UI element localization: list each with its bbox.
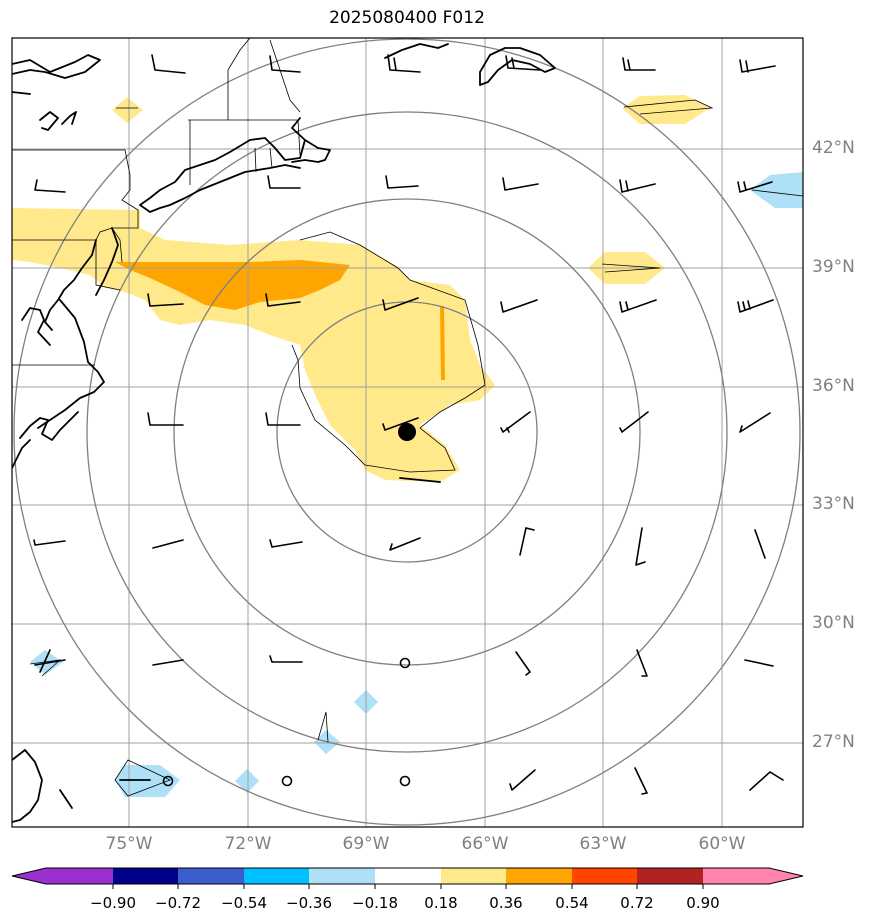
lon-label-75w: 75°W [105, 834, 153, 854]
colorbar-tick-label: −0.90 [90, 894, 136, 912]
lat-label-27n: 27°N [812, 732, 855, 752]
calm-wind-markers [162, 657, 411, 787]
colorbar [11, 867, 804, 889]
lon-label-63w: 63°W [579, 834, 627, 854]
colorbar-tick-label: 0.90 [686, 894, 720, 912]
colorbar-tick-label: −0.36 [286, 894, 332, 912]
contour-lines [29, 99, 803, 797]
lat-label-39n: 39°N [812, 257, 855, 277]
colorbar-tick-label: 0.72 [620, 894, 654, 912]
lat-label-42n: 42°N [812, 138, 855, 158]
storm-center-marker [398, 423, 416, 441]
graticule [12, 38, 803, 827]
shaded-negative-anomaly [30, 172, 803, 797]
lon-label-60w: 60°W [698, 834, 746, 854]
colorbar-tick-label: −0.18 [352, 894, 398, 912]
lon-label-69w: 69°W [342, 834, 390, 854]
map-frame [11, 37, 804, 828]
colorbar-tick-label: −0.72 [155, 894, 201, 912]
lon-label-72w: 72°W [224, 834, 272, 854]
colorbar-tick-label: −0.54 [221, 894, 267, 912]
shaded-positive-anomaly [12, 95, 710, 482]
state-borders [12, 38, 301, 366]
shaded-strong-positive-anomaly [115, 260, 445, 380]
colorbar-tick-label: 0.18 [424, 894, 458, 912]
colorbar-tick-label: 0.36 [489, 894, 523, 912]
wind-barbs [33, 54, 784, 795]
lon-label-66w: 66°W [461, 834, 509, 854]
colorbar-tick-label: 0.54 [555, 894, 589, 912]
lat-label-33n: 33°N [812, 494, 855, 514]
lat-label-30n: 30°N [812, 613, 855, 633]
coastlines [12, 43, 556, 823]
lat-label-36n: 36°N [812, 376, 855, 396]
map-title: 2025080400 F012 [329, 8, 485, 28]
